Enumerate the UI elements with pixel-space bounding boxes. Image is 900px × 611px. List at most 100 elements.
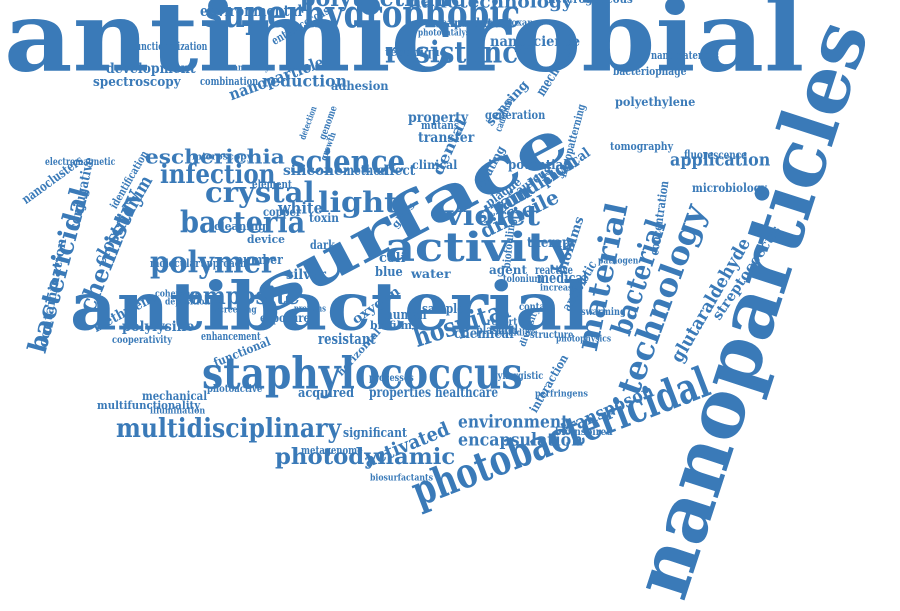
word-combination: combination bbox=[200, 74, 259, 88]
word-electromagnetic: electromagnetic bbox=[45, 156, 116, 168]
word-polylysine: polylysine bbox=[122, 319, 195, 336]
word-plasmid: plasmid bbox=[476, 322, 519, 337]
word-metagenome: metagenome bbox=[301, 443, 363, 457]
word-interaction: interaction bbox=[526, 351, 572, 415]
word-encapsulation: encapsulation bbox=[458, 429, 583, 451]
word-human: human bbox=[385, 308, 427, 324]
word-tolonium: tolonium bbox=[503, 273, 543, 285]
word-copper: copper bbox=[263, 204, 302, 219]
word-device: device bbox=[247, 232, 285, 246]
word-functionalization: functionalization bbox=[132, 39, 208, 53]
word-mechanical: mechanical bbox=[142, 388, 208, 403]
word-perfringens: perfringens bbox=[535, 389, 588, 400]
word-number: number bbox=[235, 253, 283, 269]
word-nanomaterials: nanomaterials bbox=[651, 48, 719, 62]
word-polyethylene: polyethylene bbox=[615, 94, 696, 109]
word-coli: coli bbox=[379, 251, 406, 267]
word-coherence: coherence bbox=[155, 289, 200, 300]
word-mutans: mutans bbox=[421, 118, 460, 132]
word-processes: processes bbox=[369, 372, 414, 384]
word-fluorescence: fluorescence bbox=[684, 147, 747, 162]
word-antibacterial: antibacterial bbox=[70, 267, 590, 346]
word-reduction: reduction bbox=[262, 71, 347, 91]
word-environmental: environmental bbox=[200, 2, 303, 21]
word-transfer: transfer bbox=[418, 130, 475, 147]
word-violet: violet bbox=[445, 199, 540, 233]
word-science: science bbox=[290, 142, 406, 181]
word-spectroscopy: spectroscopy bbox=[93, 75, 181, 91]
word-photoactive: photoactive bbox=[207, 383, 263, 395]
word-report: report bbox=[487, 316, 518, 328]
word-microbiology: microbiology bbox=[692, 180, 767, 195]
word-polyurethane: polyurethane bbox=[300, 0, 465, 10]
word-silicone: silicone bbox=[283, 163, 343, 180]
word-exposure: exposure bbox=[260, 310, 310, 325]
word-pathogen: pathogen bbox=[598, 256, 639, 267]
word-encapsulated: encapsulated bbox=[425, 15, 508, 30]
word-medical: medical bbox=[537, 269, 588, 288]
word-heterogeneous: heterogeneous bbox=[548, 0, 633, 5]
word-bioinspired: bioinspired bbox=[555, 426, 613, 438]
word-multidisciplinary: multidisciplinary bbox=[116, 414, 342, 445]
word-healthcare: healthcare bbox=[435, 385, 498, 402]
word-biosurfactants: biosurfactants bbox=[370, 473, 434, 484]
word-nanotechnology: nanotechnology bbox=[408, 0, 573, 13]
word-tomography: tomography bbox=[610, 139, 674, 153]
word-white: white bbox=[278, 198, 324, 218]
word-cooperativity: cooperativity bbox=[112, 334, 173, 346]
word-toxin: toxin bbox=[309, 210, 339, 225]
word-staphylococcus: staphylococcus bbox=[202, 348, 523, 400]
word-composite: composite bbox=[175, 280, 300, 310]
word-increase: increase bbox=[540, 283, 578, 294]
word-technique: technique bbox=[385, 45, 447, 59]
word-property: property bbox=[408, 110, 469, 127]
word-reactive: reactive bbox=[535, 262, 573, 277]
word-illumination: illumination bbox=[150, 406, 206, 417]
word-acquired: acquired bbox=[298, 386, 355, 402]
word-microscopy: microscopy bbox=[192, 152, 253, 163]
word-crystal: crystal bbox=[205, 176, 315, 210]
word-resistant: resistant bbox=[318, 330, 376, 349]
word-light: light bbox=[318, 186, 399, 220]
word-sample: sample bbox=[422, 302, 464, 318]
word-approach: approach bbox=[201, 256, 247, 270]
word-detection: detection bbox=[298, 105, 320, 142]
word-synergistic: synergistic bbox=[493, 370, 544, 382]
word-polymer: polymer bbox=[150, 245, 276, 281]
word-environment: environment bbox=[458, 411, 569, 433]
word-application: application bbox=[670, 149, 771, 171]
word-polysiloxanes: polysiloxanes bbox=[481, 18, 544, 29]
word-development: development bbox=[106, 61, 196, 78]
word-properties: properties bbox=[369, 385, 432, 402]
word-proteins: proteins bbox=[294, 304, 326, 315]
word-bacteria: bacteria bbox=[180, 205, 306, 241]
word-deposition: deposition bbox=[165, 297, 210, 308]
word-contact: contact bbox=[519, 301, 554, 313]
word-molecular: molecular bbox=[150, 256, 200, 270]
word-structure: structure bbox=[530, 329, 574, 341]
word-chemical: chemical bbox=[454, 326, 514, 343]
word-potential: potential bbox=[508, 158, 568, 174]
word-enhancement: enhancement bbox=[201, 329, 261, 343]
word-activity: activity bbox=[385, 224, 576, 272]
word-resistance: resistance bbox=[385, 35, 535, 71]
word-cleaning: cleaning bbox=[214, 219, 266, 233]
word-screening: screening bbox=[215, 305, 257, 316]
word-generation: generation bbox=[485, 107, 546, 122]
word-toluidine: toluidine bbox=[496, 328, 536, 339]
word-biofilm: biofilm bbox=[370, 318, 413, 332]
word-nanoarrays: nanoarrays bbox=[228, 63, 274, 74]
word-escherichia: escherichia bbox=[145, 144, 285, 169]
word-therapy: therapy bbox=[527, 235, 577, 252]
word-element: element bbox=[252, 177, 292, 191]
word-blue: blue bbox=[375, 265, 403, 281]
word-adhesion: adhesion bbox=[331, 78, 389, 93]
word-photophysics: photophysics bbox=[556, 334, 612, 345]
word-effect: effect bbox=[377, 163, 416, 180]
word-dark: dark bbox=[310, 237, 335, 252]
word-agent: agent bbox=[489, 262, 528, 277]
word-nanoscience: nanoscience bbox=[490, 34, 581, 51]
word-photodynamic: photodynamic bbox=[275, 443, 456, 470]
word-antimicrobial: antimicrobial bbox=[4, 0, 805, 94]
